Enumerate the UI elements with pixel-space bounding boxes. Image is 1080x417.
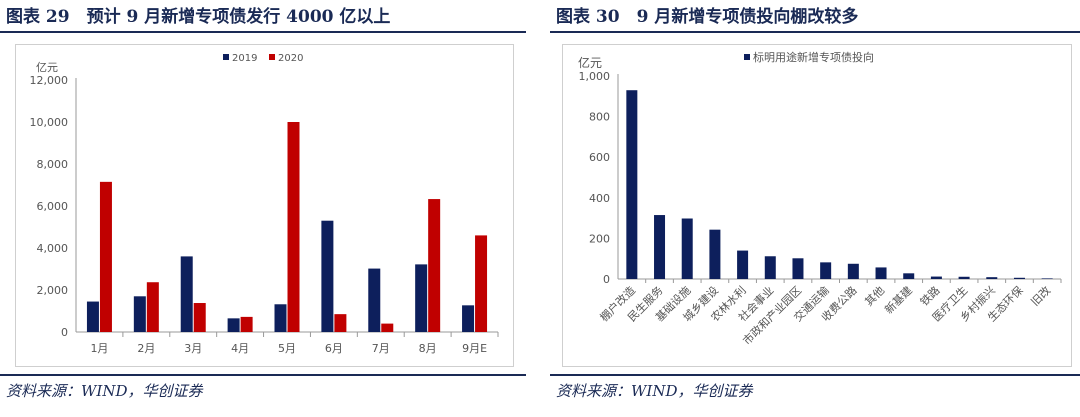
y-tick-label: 10,000 (30, 116, 69, 129)
bar-2020-4 (240, 316, 253, 332)
bar-8 (820, 262, 832, 279)
y-tick-label: 2,000 (37, 284, 69, 297)
x-tick-label: 旧改 (1028, 283, 1053, 308)
y-tick-label: 8,000 (37, 158, 69, 171)
figure-30: 图表 30 9 月新增专项债投向棚改较多 亿元 0 200 400 600 800 1,00… (550, 0, 1080, 417)
bar-5 (737, 250, 749, 279)
bar-9 (847, 263, 859, 279)
y-axis-unit: 亿元 (578, 55, 602, 70)
bar-4 (709, 229, 721, 279)
bar-16 (1041, 278, 1053, 279)
bar-2019-5 (274, 304, 287, 332)
x-tick-label: 5月 (278, 342, 296, 355)
bar-2019-1 (86, 301, 99, 332)
bar-2019-6 (321, 220, 334, 332)
bar-2020-8 (428, 199, 441, 332)
figure-29-title-rule (0, 31, 526, 33)
y-tick-label: 600 (589, 151, 610, 164)
bar-14 (986, 277, 998, 279)
figure-29-source-rule (0, 374, 526, 376)
bar-2020-3 (193, 303, 206, 332)
y-tick-label: 4,000 (37, 242, 69, 255)
bar-2019-4 (227, 318, 240, 332)
legend-swatch (744, 54, 750, 60)
figure-29-source: 资料来源：WIND，华创证券 (6, 382, 203, 400)
bar-2 (654, 215, 666, 279)
y-tick-label: 800 (589, 111, 610, 124)
x-tick-label: 6月 (325, 342, 343, 355)
bar-2019-2 (133, 296, 146, 332)
bar-2019-9 (462, 305, 475, 332)
legend-label-2020: 2020 (278, 53, 303, 64)
bar-2020-7 (381, 323, 394, 332)
bar-10 (875, 267, 887, 279)
y-tick-label: 12,000 (30, 74, 69, 87)
x-tick-label: 新基建 (882, 283, 915, 316)
bar-3 (681, 218, 693, 279)
y-tick-label: 0 (603, 273, 610, 286)
bar-11 (903, 273, 915, 279)
figure-30-source: 资料来源：WIND，华创证券 (556, 382, 753, 400)
bar-13 (958, 276, 970, 279)
bar-6 (764, 256, 776, 279)
legend-swatch-2020 (269, 54, 275, 60)
figure-29-chart: 亿元 0 2,000 4,000 6,000 8,000 10,000 12,000 2019 2… (30, 53, 499, 355)
figure-29-chart-frame: 亿元 0 2,000 4,000 6,000 8,000 10,000 12,000 2019 2… (15, 44, 514, 367)
y-tick-label: 200 (589, 232, 610, 245)
x-tick-label: 9月E (462, 342, 487, 355)
y-tick-label: 6,000 (37, 200, 69, 213)
bar-2020-5 (287, 122, 300, 332)
bar-2019-8 (415, 264, 428, 332)
bar-2019-3 (180, 256, 193, 332)
y-axis-unit: 亿元 (36, 61, 58, 74)
x-tick-label: 4月 (231, 342, 249, 355)
y-tick-label: 0 (61, 326, 68, 339)
x-tick-label: 8月 (419, 342, 437, 355)
bar-2019-7 (368, 268, 381, 332)
figure-30-title-rule (550, 31, 1080, 33)
figure-29-title: 图表 29 预计 9 月新增专项债发行 4000 亿以上 (6, 7, 391, 27)
bar-2020-6 (334, 314, 347, 332)
x-tick-label: 1月 (90, 342, 108, 355)
y-tick-label: 1,000 (579, 70, 611, 83)
bar-15 (1013, 277, 1025, 279)
bar-12 (930, 276, 942, 279)
bar-2020-9 (475, 235, 488, 332)
bar-2020-2 (146, 282, 159, 332)
legend-swatch-2019 (223, 54, 229, 60)
figure-29: 图表 29 预计 9 月新增专项债发行 4000 亿以上 亿元 0 2,000 4,0… (0, 0, 526, 417)
bar-7 (792, 258, 804, 279)
x-tick-label: 7月 (372, 342, 390, 355)
bar-1 (626, 90, 638, 280)
x-tick-label: 3月 (184, 342, 202, 355)
legend-label: 标明用途新增专项债投向 (753, 50, 874, 64)
legend-label-2019: 2019 (232, 53, 257, 64)
bar-2020-1 (99, 181, 112, 332)
figure-30-chart-frame: 亿元 0 200 400 600 800 1,000 标明用途新增专项债投向 棚户改造 民生服务基… (562, 44, 1072, 367)
x-tick-label: 2月 (137, 342, 155, 355)
y-tick-label: 400 (589, 192, 610, 205)
figure-30-chart: 亿元02004006008001,000标明用途新增专项债投向棚户改造民生服务基… (578, 50, 1062, 348)
figure-30-source-rule (550, 374, 1080, 376)
figure-30-title: 图表 30 9 月新增专项债投向棚改较多 (556, 7, 859, 27)
